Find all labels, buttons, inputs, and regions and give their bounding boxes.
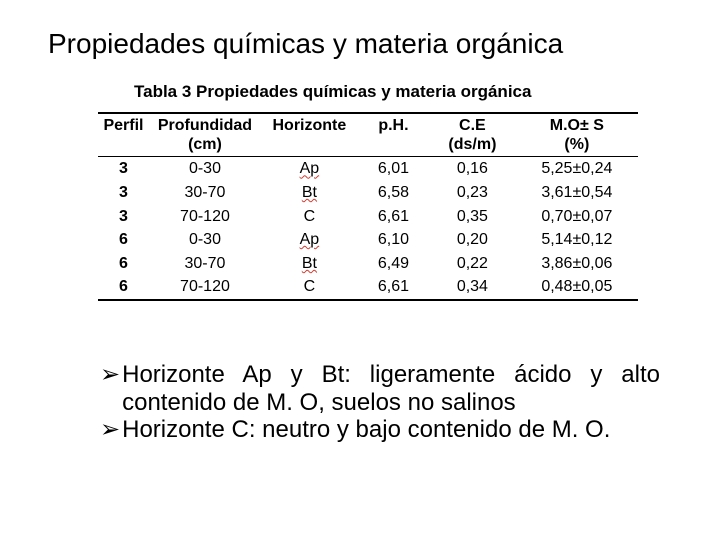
cell-mo: 3,61±0,54 (516, 181, 638, 205)
cell-perfil: 6 (98, 252, 149, 276)
header-unit: (cm) (153, 135, 257, 154)
header-unit: (ds/m) (433, 135, 512, 154)
cell-ph: 6,58 (358, 181, 429, 205)
header-label: M.O± S (520, 116, 634, 135)
cell-ce: 0,23 (429, 181, 516, 205)
cell-profundidad: 70-120 (149, 205, 261, 229)
note-item: ➢Horizonte Ap y Bt: ligeramente ácido y … (100, 361, 660, 416)
table-header-cell: M.O± S(%) (516, 113, 638, 157)
header-label: Profundidad (153, 116, 257, 135)
cell-mo: 0,48±0,05 (516, 275, 638, 300)
cell-horizonte: C (261, 275, 358, 300)
triangle-bullet-icon: ➢ (100, 361, 120, 416)
table-header-cell: Horizonte (261, 113, 358, 157)
cell-mo: 3,86±0,06 (516, 252, 638, 276)
cell-profundidad: 0-30 (149, 157, 261, 181)
table-header-cell: Profundidad(cm) (149, 113, 261, 157)
table-row: 60-30Ap6,100,205,14±0,12 (98, 228, 638, 252)
cell-profundidad: 30-70 (149, 252, 261, 276)
table-header-cell: C.E(ds/m) (429, 113, 516, 157)
cell-perfil: 6 (98, 228, 149, 252)
cell-perfil: 6 (98, 275, 149, 300)
notes-block: ➢Horizonte Ap y Bt: ligeramente ácido y … (100, 361, 660, 444)
cell-mo: 5,25±0,24 (516, 157, 638, 181)
cell-perfil: 3 (98, 181, 149, 205)
table-caption: Tabla 3 Propiedades químicas y materia o… (134, 82, 660, 102)
header-label: Horizonte (265, 116, 354, 135)
note-item: ➢Horizonte C: neutro y bajo contenido de… (100, 416, 660, 444)
triangle-bullet-icon: ➢ (100, 416, 120, 444)
cell-profundidad: 70-120 (149, 275, 261, 300)
cell-horizonte: C (261, 205, 358, 229)
header-label: Perfil (102, 116, 145, 135)
header-label: p.H. (362, 116, 425, 135)
page-title: Propiedades químicas y materia orgánica (48, 28, 680, 60)
cell-ph: 6,61 (358, 205, 429, 229)
cell-ce: 0,34 (429, 275, 516, 300)
cell-horizonte: Bt (261, 181, 358, 205)
table-row: 670-120C6,610,340,48±0,05 (98, 275, 638, 300)
cell-ph: 6,01 (358, 157, 429, 181)
cell-ce: 0,35 (429, 205, 516, 229)
cell-mo: 0,70±0,07 (516, 205, 638, 229)
note-text: Horizonte C: neutro y bajo contenido de … (122, 416, 660, 444)
cell-profundidad: 0-30 (149, 228, 261, 252)
header-unit: (%) (520, 135, 634, 154)
cell-ph: 6,61 (358, 275, 429, 300)
cell-ce: 0,16 (429, 157, 516, 181)
cell-horizonte: Ap (261, 157, 358, 181)
header-label: C.E (433, 116, 512, 135)
data-table: PerfilProfundidad(cm)Horizontep.H.C.E(ds… (98, 112, 638, 301)
table-row: 330-70Bt6,580,233,61±0,54 (98, 181, 638, 205)
note-text: Horizonte Ap y Bt: ligeramente ácido y a… (122, 361, 660, 416)
cell-horizonte: Bt (261, 252, 358, 276)
cell-perfil: 3 (98, 205, 149, 229)
cell-mo: 5,14±0,12 (516, 228, 638, 252)
cell-ce: 0,22 (429, 252, 516, 276)
table-row: 630-70Bt6,490,223,86±0,06 (98, 252, 638, 276)
table-row: 370-120C6,610,350,70±0,07 (98, 205, 638, 229)
cell-perfil: 3 (98, 157, 149, 181)
cell-ph: 6,49 (358, 252, 429, 276)
table-row: 30-30Ap6,010,165,25±0,24 (98, 157, 638, 181)
table-header-cell: Perfil (98, 113, 149, 157)
table-block: Tabla 3 Propiedades químicas y materia o… (98, 82, 660, 301)
cell-ph: 6,10 (358, 228, 429, 252)
table-header-cell: p.H. (358, 113, 429, 157)
cell-profundidad: 30-70 (149, 181, 261, 205)
cell-ce: 0,20 (429, 228, 516, 252)
cell-horizonte: Ap (261, 228, 358, 252)
